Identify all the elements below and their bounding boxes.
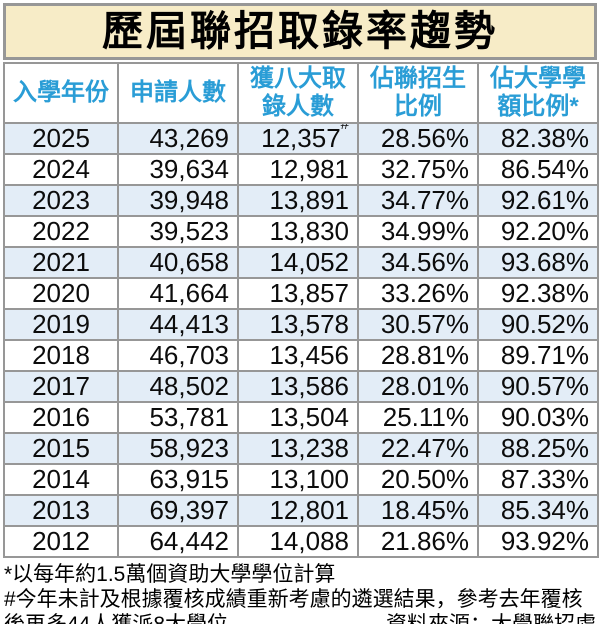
title-box: 歷屆聯招取錄率趨勢 <box>3 3 597 60</box>
page-title: 歷屆聯招取錄率趨勢 <box>102 8 498 54</box>
col-header-admitted: 獲八大取錄人數 <box>237 62 359 124</box>
col-header-applicants: 申請人數 <box>117 62 239 124</box>
table-row: 2021 40,658 14,052 34.56% 93.68% <box>3 246 599 279</box>
col-header-places-share: 佔大學學額比例* <box>477 62 599 124</box>
footnote-2: #今年未計及根據覆核成績重新考慮的遴選結果，參考去年覆核 <box>4 588 583 611</box>
footnote-last-line: 後再多44人獲派8大學位 資料來源：大學聯招處 <box>4 612 596 624</box>
table-header-row: 入學年份 申請人數 獲八大取錄人數 佔聯招生比例 佔大學學額比例* <box>3 62 599 124</box>
table-row: 2024 39,634 12,981 32.75% 86.54% <box>3 153 599 186</box>
table-row: 2020 41,664 13,857 33.26% 92.38% <box>3 277 599 310</box>
table-row: 2015 58,923 13,238 22.47% 88.25% <box>3 432 599 465</box>
col-header-year: 入學年份 <box>3 62 119 124</box>
table-row: 2012 64,442 14,088 21.86% 93.92% <box>3 525 599 558</box>
footnotes: *以每年約1.5萬個資助大學學位計算 #今年未計及根據覆核成績重新考慮的遴選結果… <box>4 562 596 624</box>
table-row: 2014 63,915 13,100 20.50% 87.33% <box>3 463 599 496</box>
table-row: 2022 39,523 13,830 34.99% 92.20% <box>3 215 599 248</box>
footnote-1: *以每年約1.5萬個資助大學學位計算 <box>4 563 336 586</box>
table-row: 2018 46,703 13,456 28.81% 89.71% <box>3 339 599 372</box>
hash-superscript: # <box>340 123 349 134</box>
data-source: 資料來源：大學聯招處 <box>386 612 596 624</box>
table-row: 2019 44,413 13,578 30.57% 90.52% <box>3 308 599 341</box>
table-row: 2025 43,269 12,357# 28.56% 82.38% <box>3 122 599 155</box>
table-row: 2023 39,948 13,891 34.77% 92.61% <box>3 184 599 217</box>
footnote-2-continuation: 後再多44人獲派8大學位 <box>4 612 228 624</box>
admission-table: 入學年份 申請人數 獲八大取錄人數 佔聯招生比例 佔大學學額比例* 2025 4… <box>3 62 599 558</box>
table-row: 2017 48,502 13,586 28.01% 90.57% <box>3 370 599 403</box>
col-header-jupas-share: 佔聯招生比例 <box>357 62 479 124</box>
table-row: 2016 53,781 13,504 25.11% 90.03% <box>3 401 599 434</box>
table-row: 2013 69,397 12,801 18.45% 85.34% <box>3 494 599 527</box>
